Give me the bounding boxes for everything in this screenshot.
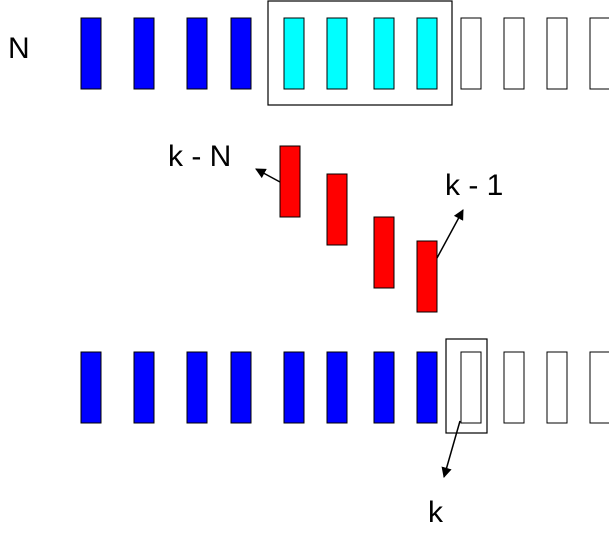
bottom-row-blocks	[80, 351, 609, 424]
top-block-window	[416, 17, 438, 90]
bottom-block-future	[546, 351, 568, 424]
top-block-window	[283, 17, 305, 90]
window-frame	[267, 0, 453, 106]
arrow-k	[441, 420, 461, 479]
top-block-window	[326, 17, 348, 90]
label-k-minus-1: k - 1	[445, 169, 503, 202]
bottom-block-past	[133, 351, 155, 424]
top-block-past	[230, 17, 252, 90]
top-block-future	[503, 17, 525, 90]
arrow-k-minus-n	[255, 168, 281, 183]
label-k: k	[428, 496, 444, 529]
top-block-past	[133, 17, 155, 90]
bottom-block-past	[230, 351, 252, 424]
middle-block	[416, 240, 438, 313]
bottom-block-past	[80, 351, 102, 424]
bottom-block-past	[416, 351, 438, 424]
bottom-block-past	[283, 351, 305, 424]
top-block-future	[546, 17, 568, 90]
bottom-block-future	[503, 351, 525, 424]
top-block-future	[589, 17, 609, 90]
bottom-block-past	[373, 351, 395, 424]
label-n: N	[8, 32, 30, 65]
middle-row-blocks	[279, 145, 438, 313]
bottom-block-past	[186, 351, 208, 424]
top-block-window	[373, 17, 395, 90]
top-block-past	[186, 17, 208, 90]
arrow-k-minus-1	[436, 209, 464, 259]
label-k-minus-n: k - N	[168, 140, 231, 173]
middle-block	[373, 216, 395, 289]
middle-block	[279, 145, 301, 218]
bottom-block-past	[326, 351, 348, 424]
top-block-past	[80, 17, 102, 90]
bottom-block-future	[589, 351, 609, 424]
top-block-future	[460, 17, 482, 90]
top-row-blocks	[80, 17, 609, 90]
bottom-block-current	[460, 351, 482, 424]
current-block-frame	[445, 338, 488, 434]
middle-block	[326, 173, 348, 246]
